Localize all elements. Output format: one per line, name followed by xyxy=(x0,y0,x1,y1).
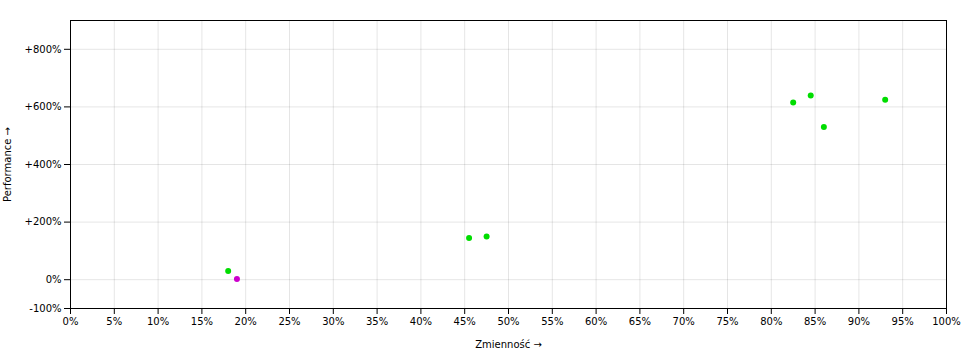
svg-text:15%: 15% xyxy=(191,316,213,327)
svg-text:35%: 35% xyxy=(366,316,388,327)
svg-text:+200%: +200% xyxy=(25,216,62,227)
svg-text:85%: 85% xyxy=(804,316,826,327)
svg-text:40%: 40% xyxy=(410,316,432,327)
svg-text:95%: 95% xyxy=(892,316,914,327)
svg-text:70%: 70% xyxy=(673,316,695,327)
svg-text:10%: 10% xyxy=(147,316,169,327)
svg-text:50%: 50% xyxy=(497,316,519,327)
svg-text:0%: 0% xyxy=(46,274,62,285)
svg-text:100%: 100% xyxy=(932,316,961,327)
svg-text:+600%: +600% xyxy=(25,101,62,112)
svg-text:5%: 5% xyxy=(106,316,122,327)
svg-text:+400%: +400% xyxy=(25,159,62,170)
svg-text:+800%: +800% xyxy=(25,44,62,55)
svg-text:90%: 90% xyxy=(848,316,870,327)
svg-text:25%: 25% xyxy=(278,316,300,327)
svg-text:60%: 60% xyxy=(585,316,607,327)
svg-text:Zmienność →: Zmienność → xyxy=(475,339,542,350)
svg-text:80%: 80% xyxy=(760,316,782,327)
svg-text:20%: 20% xyxy=(235,316,257,327)
svg-text:-100%: -100% xyxy=(29,303,61,314)
svg-text:Performance →: Performance → xyxy=(2,127,13,202)
svg-text:55%: 55% xyxy=(541,316,563,327)
svg-text:75%: 75% xyxy=(716,316,738,327)
svg-text:65%: 65% xyxy=(629,316,651,327)
svg-text:0%: 0% xyxy=(63,316,79,327)
svg-text:45%: 45% xyxy=(454,316,476,327)
svg-text:30%: 30% xyxy=(322,316,344,327)
